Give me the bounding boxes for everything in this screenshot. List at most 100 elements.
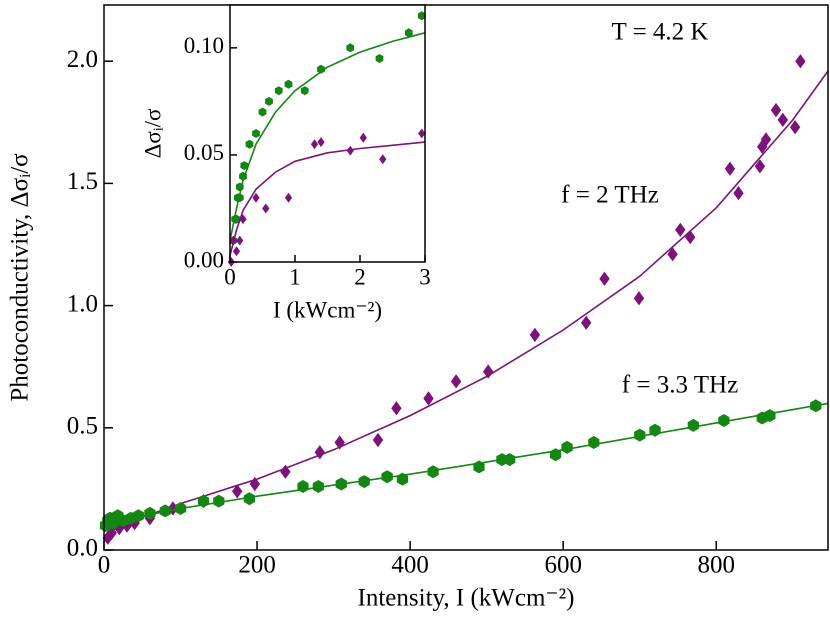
data-point: [240, 161, 249, 171]
data-point: [245, 139, 254, 149]
data-point: [687, 418, 699, 432]
x-tick-label: 400: [391, 552, 429, 579]
data-point: [634, 428, 646, 442]
data-point: [473, 460, 485, 474]
data-point: [358, 475, 370, 489]
data-point: [810, 399, 822, 413]
axes-frame: [103, 4, 829, 551]
data-point: [346, 145, 354, 156]
data-point: [633, 291, 645, 306]
x-tick-label: 0: [98, 552, 111, 579]
data-point: [197, 494, 210, 508]
data-point: [450, 374, 462, 389]
data-point: [249, 476, 260, 492]
x-tick-label: 800: [698, 552, 736, 579]
data-point: [667, 247, 678, 262]
annotation: T = 4.2 K: [612, 19, 709, 46]
data-point: [581, 315, 592, 330]
data-point: [529, 327, 541, 343]
data-point: [754, 159, 766, 174]
y-tick-label: 0.0: [67, 535, 98, 562]
data-point: [483, 364, 494, 379]
data-point: [685, 230, 696, 245]
data-point: [417, 11, 426, 21]
data-point: [418, 128, 426, 139]
data-point: [239, 214, 247, 225]
data-point: [297, 480, 309, 493]
data-point: [106, 525, 117, 540]
data-point: [396, 472, 409, 486]
data-point: [300, 86, 309, 96]
data-point: [789, 120, 801, 135]
data-point: [391, 401, 402, 416]
data-point: [102, 530, 113, 545]
y-tick-label: 0.05: [184, 140, 224, 165]
data-point: [213, 494, 225, 508]
y-tick-label: 0.00: [184, 247, 224, 272]
x-tick-label: 1: [289, 264, 301, 289]
data-point: [427, 465, 439, 479]
plot-area: [104, 5, 828, 550]
data-point: [314, 445, 325, 460]
x-axis-label: I (kWcm⁻²): [273, 297, 382, 322]
x-axis-label: Intensity, I (kWcm⁻²): [358, 585, 575, 612]
data-point: [561, 440, 573, 454]
data-point: [359, 132, 367, 143]
data-point: [649, 423, 661, 437]
data-point: [159, 504, 171, 518]
series-label: f = 2 THz: [561, 182, 659, 209]
data-point: [375, 54, 384, 63]
y-tick-label: 2.0: [67, 46, 98, 73]
data-point: [675, 222, 686, 237]
data-point: [588, 436, 600, 449]
data-point: [549, 448, 562, 462]
data-point: [280, 464, 291, 479]
data-point: [317, 64, 325, 74]
y-tick-label: 0.10: [184, 33, 224, 58]
data-point: [777, 112, 788, 127]
y-tick-label: 1.5: [67, 168, 98, 195]
data-point: [229, 235, 237, 246]
data-point: [312, 480, 324, 493]
y-axis-label: Δσᵢ/σ: [140, 108, 165, 158]
data-point: [795, 54, 806, 69]
data-point: [252, 129, 260, 138]
data-point: [423, 391, 434, 406]
data-point: [335, 477, 347, 491]
data-point: [132, 509, 145, 523]
axes-frame: [229, 4, 426, 263]
data-point: [724, 161, 736, 176]
data-point: [262, 203, 270, 214]
y-tick-label: 1.0: [67, 290, 98, 317]
data-point: [232, 214, 241, 224]
data-point: [346, 43, 355, 53]
x-tick-label: 600: [544, 552, 582, 579]
data-point: [379, 154, 387, 165]
data-point: [504, 453, 516, 467]
data-point: [381, 470, 393, 484]
data-point: [121, 518, 133, 533]
data-point: [718, 414, 730, 427]
series-label: f = 3.3 THz: [622, 372, 738, 399]
data-point: [252, 192, 260, 203]
data-point: [599, 271, 610, 286]
data-point: [239, 171, 247, 181]
data-point: [258, 107, 267, 117]
data-point: [174, 502, 187, 515]
data-point: [404, 28, 413, 38]
data-point: [372, 432, 384, 448]
data-point: [284, 192, 293, 203]
y-axis-label: Photoconductivity, Δσᵢ/σ: [7, 153, 34, 402]
data-point: [284, 79, 293, 89]
data-point: [317, 137, 325, 147]
data-point: [733, 186, 744, 201]
data-point: [235, 193, 244, 203]
data-point: [243, 492, 255, 506]
data-point: [144, 506, 156, 520]
x-tick-label: 3: [419, 264, 431, 289]
x-tick-label: 2: [354, 264, 366, 289]
data-point: [232, 484, 243, 499]
x-tick-label: 200: [238, 552, 276, 579]
x-tick-label: 0: [224, 264, 236, 289]
